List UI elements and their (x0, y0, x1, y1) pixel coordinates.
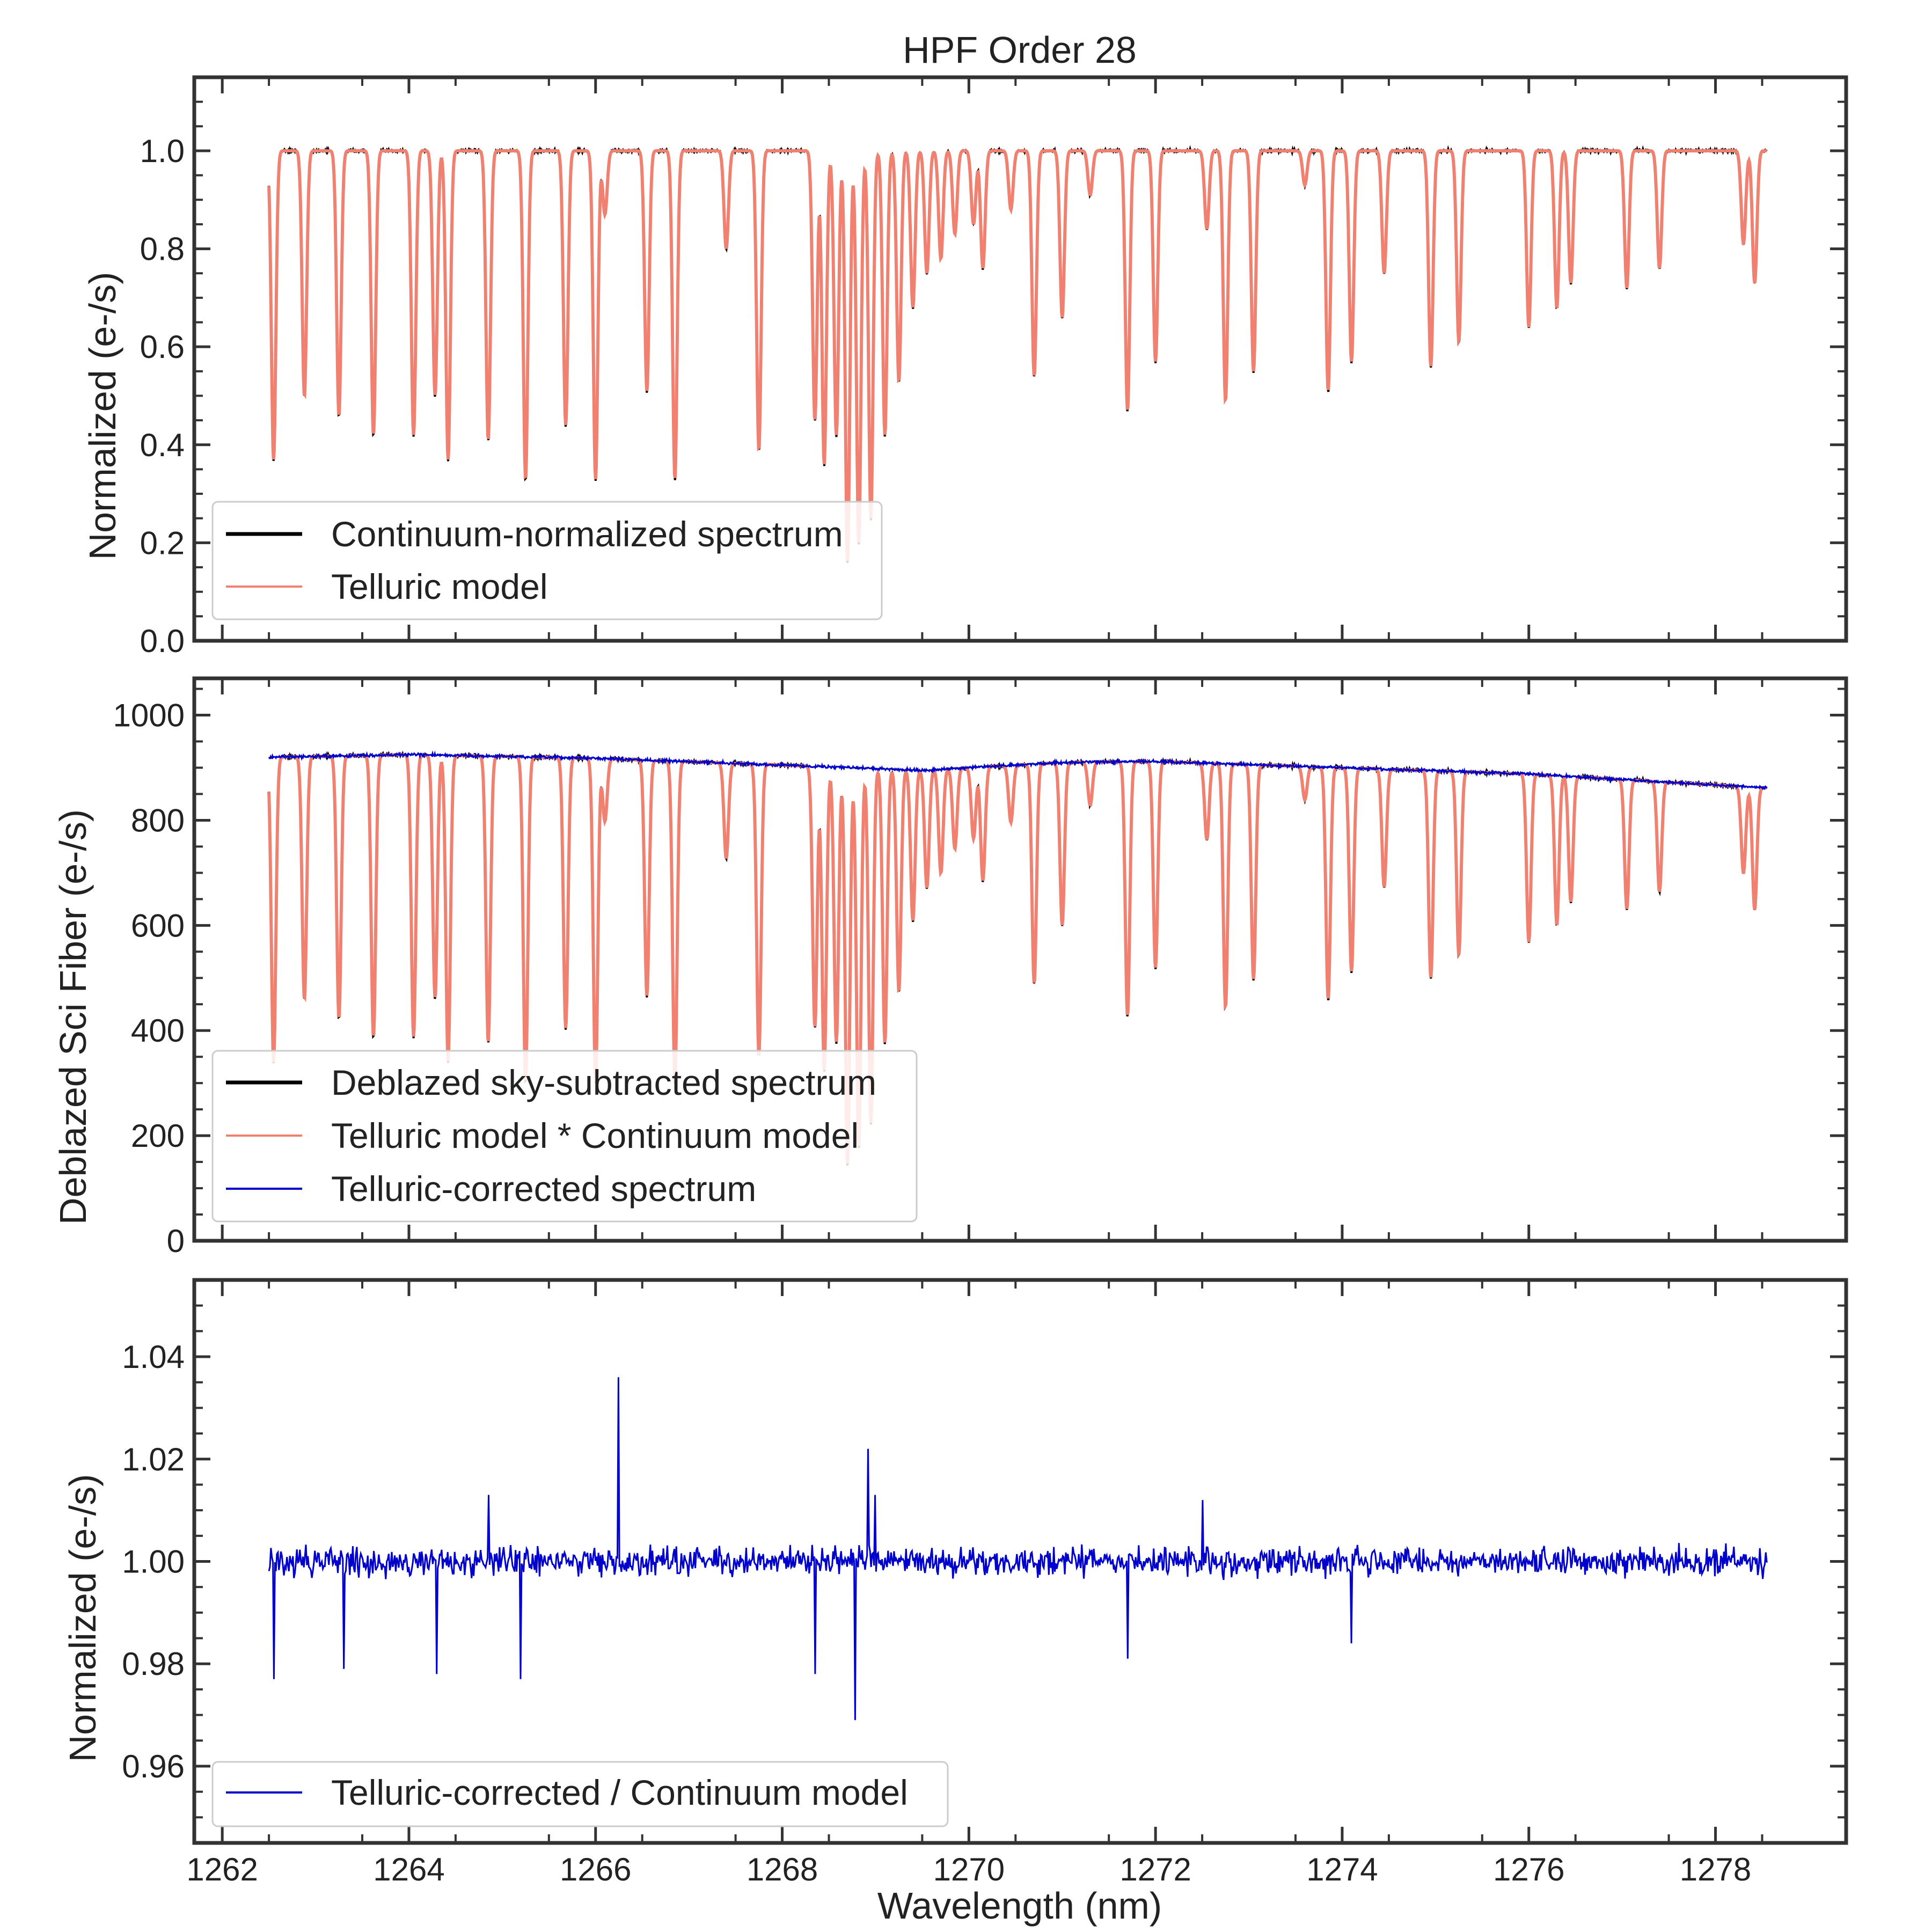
x-tick-label: 1264 (373, 1851, 444, 1887)
legend-box (211, 501, 883, 620)
x-tick-label: 1266 (560, 1851, 631, 1887)
panel-3: Normalized (e-/s) 1262 1264 1266 1268 1270 12… (62, 1278, 1848, 1927)
legend-box (211, 1761, 949, 1827)
x-tick-label: 1262 (186, 1851, 258, 1887)
y-tick-label: 800 (131, 802, 185, 838)
panel-2-legend: Deblazed sky-subtracted spectrum Telluri… (211, 1050, 918, 1223)
panel-3-legend: Telluric-corrected / Continuum model (211, 1761, 949, 1827)
panel-3-frame (192, 1278, 1848, 1845)
x-tick-label: 1278 (1680, 1851, 1751, 1887)
y-tick-label: 0.96 (122, 1748, 185, 1784)
y-tick-label: 0 (167, 1223, 185, 1259)
legend-label: Deblazed sky-subtracted spectrum (331, 1063, 876, 1102)
legend-label: Telluric model (331, 567, 547, 606)
x-tick-label: 1270 (933, 1851, 1005, 1887)
panel-2-frame (192, 676, 1848, 1243)
y-tick-label: 0.6 (140, 329, 185, 365)
panel-1: Normalized (e-/s) 0.0 0.2 0.4 0.6 0.8 1.0 Con… (82, 75, 1848, 659)
legend-box (211, 1050, 918, 1223)
figure-title: HPF Order 28 (903, 29, 1137, 71)
y-tick-label: 0.98 (122, 1646, 185, 1682)
y-tick-label: 1.04 (122, 1339, 185, 1375)
x-tick-label: 1268 (747, 1851, 818, 1887)
series-telluric-corrected (268, 750, 1768, 791)
series-telluric-corrected-over-continuum (268, 1377, 1768, 1721)
legend-label: Telluric-corrected / Continuum model (331, 1773, 908, 1812)
x-tick-label: 1274 (1306, 1851, 1378, 1887)
x-tick-label: 1276 (1493, 1851, 1564, 1887)
y-tick-label: 0.4 (140, 427, 185, 463)
y-tick-label: 0.8 (140, 231, 185, 267)
panel-1-series (267, 145, 1768, 564)
y-tick-label: 0.0 (140, 623, 185, 659)
panel-1-legend: Continuum-normalized spectrum Telluric m… (211, 501, 883, 620)
panel-2-ticks: 0 200 400 600 800 1000 (113, 678, 1846, 1259)
panel-2-series (267, 750, 1768, 1166)
y-tick-label: 1.00 (122, 1544, 185, 1580)
panel-2: Deblazed Sci Fiber (e-/s) 0 200 400 600 800 1… (52, 676, 1848, 1259)
y-tick-label: 400 (131, 1013, 185, 1049)
legend-label: Continuum-normalized spectrum (331, 514, 843, 554)
y-tick-label: 1000 (113, 698, 185, 734)
panel-1-frame (192, 75, 1848, 643)
y-tick-label: 1.0 (140, 133, 185, 169)
series-telluric-model (267, 149, 1767, 561)
x-tick-label: 1272 (1119, 1851, 1191, 1887)
legend-label: Telluric-corrected spectrum (331, 1169, 756, 1209)
panel-2-ylabel: Deblazed Sci Fiber (e-/s) (52, 809, 94, 1225)
x-axis-label: Wavelength (nm) (877, 1885, 1162, 1927)
y-tick-label: 600 (131, 908, 185, 943)
panel-3-ylabel: Normalized (e-/s) (62, 1474, 104, 1762)
y-tick-label: 200 (131, 1118, 185, 1154)
legend-label: Telluric model * Continuum model (331, 1116, 859, 1155)
y-tick-label: 0.2 (140, 525, 185, 561)
y-tick-label: 1.02 (122, 1441, 185, 1477)
panel-1-ylabel: Normalized (e-/s) (82, 272, 123, 560)
panel-3-series (268, 1377, 1768, 1721)
